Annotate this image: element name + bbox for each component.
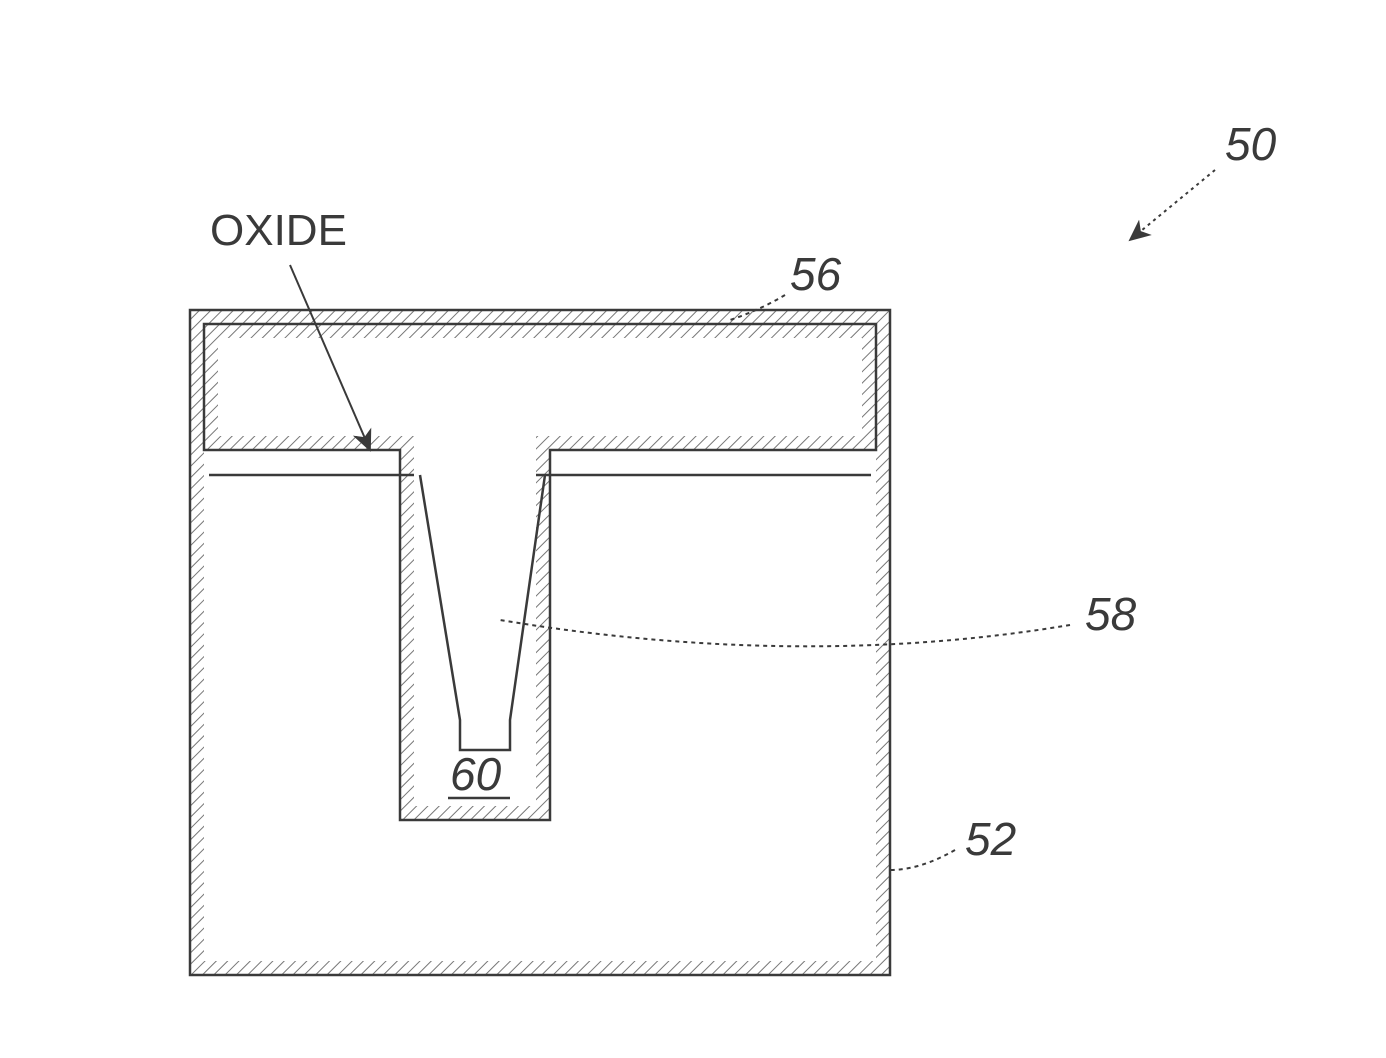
label-56: 56	[790, 248, 842, 300]
oxide-hatch	[204, 324, 876, 820]
label-58: 58	[1085, 588, 1137, 640]
leader-oxide	[290, 265, 370, 450]
leader-58	[500, 620, 1070, 646]
inner-void-outline	[420, 475, 545, 750]
leader-50	[1130, 170, 1215, 240]
label-60: 60	[450, 748, 502, 800]
label-oxide: OXIDE	[210, 206, 347, 255]
patent-figure: OXIDE 50 56 58 60 52	[0, 0, 1386, 1058]
label-50: 50	[1225, 118, 1277, 170]
leader-52	[890, 850, 955, 870]
label-52: 52	[965, 813, 1016, 865]
